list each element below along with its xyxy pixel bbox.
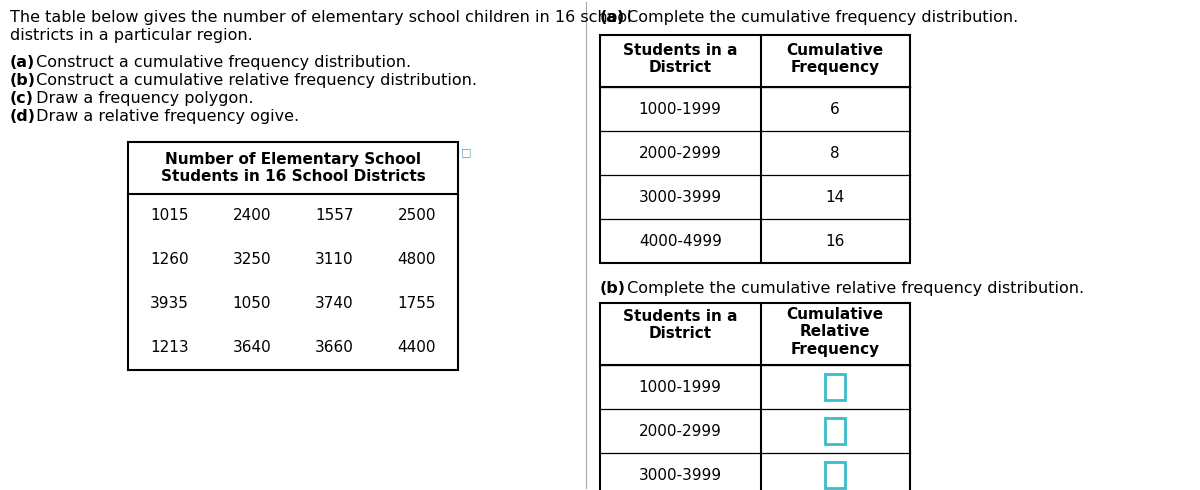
Text: (a): (a) xyxy=(10,55,35,70)
Text: □: □ xyxy=(461,147,472,157)
Text: (a): (a) xyxy=(600,10,625,25)
Text: 3640: 3640 xyxy=(233,341,271,356)
Text: 3935: 3935 xyxy=(150,296,188,312)
Text: 1260: 1260 xyxy=(150,252,188,268)
Text: 1213: 1213 xyxy=(150,341,188,356)
Text: 1000-1999: 1000-1999 xyxy=(638,379,721,394)
Text: 4000-4999: 4000-4999 xyxy=(638,234,721,248)
Text: The table below gives the number of elementary school children in 16 school: The table below gives the number of elem… xyxy=(10,10,631,25)
Text: Number of Elementary School: Number of Elementary School xyxy=(166,152,421,167)
Text: 3660: 3660 xyxy=(314,341,354,356)
Bar xyxy=(826,418,845,444)
Text: 1755: 1755 xyxy=(397,296,436,312)
Text: Students in 16 School Districts: Students in 16 School Districts xyxy=(161,169,425,184)
Bar xyxy=(826,462,845,488)
Text: Complete the cumulative relative frequency distribution.: Complete the cumulative relative frequen… xyxy=(622,281,1084,296)
Text: (d): (d) xyxy=(10,109,36,124)
Text: 2000-2999: 2000-2999 xyxy=(638,423,721,439)
Text: Cumulative
Frequency: Cumulative Frequency xyxy=(787,43,883,75)
Text: 3110: 3110 xyxy=(314,252,354,268)
Text: 8: 8 xyxy=(830,146,840,161)
Text: (c): (c) xyxy=(10,91,34,106)
Text: 6: 6 xyxy=(830,101,840,117)
Text: 1015: 1015 xyxy=(150,209,188,223)
Text: 3000-3999: 3000-3999 xyxy=(638,467,721,483)
Text: 4800: 4800 xyxy=(397,252,436,268)
Bar xyxy=(761,175,910,219)
Text: Construct a cumulative frequency distribution.: Construct a cumulative frequency distrib… xyxy=(31,55,412,70)
Bar xyxy=(128,142,458,370)
Text: Complete the cumulative frequency distribution.: Complete the cumulative frequency distri… xyxy=(622,10,1018,25)
Text: 2400: 2400 xyxy=(233,209,271,223)
Text: 3000-3999: 3000-3999 xyxy=(638,190,721,204)
Bar xyxy=(761,219,910,263)
Text: Construct a cumulative relative frequency distribution.: Construct a cumulative relative frequenc… xyxy=(31,73,478,88)
Bar xyxy=(600,35,910,263)
Text: 2000-2999: 2000-2999 xyxy=(638,146,721,161)
Text: 4400: 4400 xyxy=(397,341,436,356)
Text: 1000-1999: 1000-1999 xyxy=(638,101,721,117)
Text: Students in a
District: Students in a District xyxy=(623,43,738,75)
Text: 14: 14 xyxy=(826,190,845,204)
Text: 2500: 2500 xyxy=(397,209,436,223)
Text: districts in a particular region.: districts in a particular region. xyxy=(10,28,253,43)
Bar xyxy=(600,303,910,490)
Text: (b): (b) xyxy=(10,73,36,88)
Text: Cumulative
Relative
Frequency: Cumulative Relative Frequency xyxy=(787,307,883,357)
Text: 1050: 1050 xyxy=(233,296,271,312)
Text: 16: 16 xyxy=(826,234,845,248)
Text: Students in a
District: Students in a District xyxy=(623,309,738,342)
Text: Draw a frequency polygon.: Draw a frequency polygon. xyxy=(31,91,253,106)
Text: 1557: 1557 xyxy=(314,209,354,223)
Text: Draw a relative frequency ogive.: Draw a relative frequency ogive. xyxy=(31,109,299,124)
Text: 3740: 3740 xyxy=(314,296,354,312)
Text: (b): (b) xyxy=(600,281,625,296)
Bar xyxy=(826,374,845,400)
Text: 3250: 3250 xyxy=(233,252,271,268)
